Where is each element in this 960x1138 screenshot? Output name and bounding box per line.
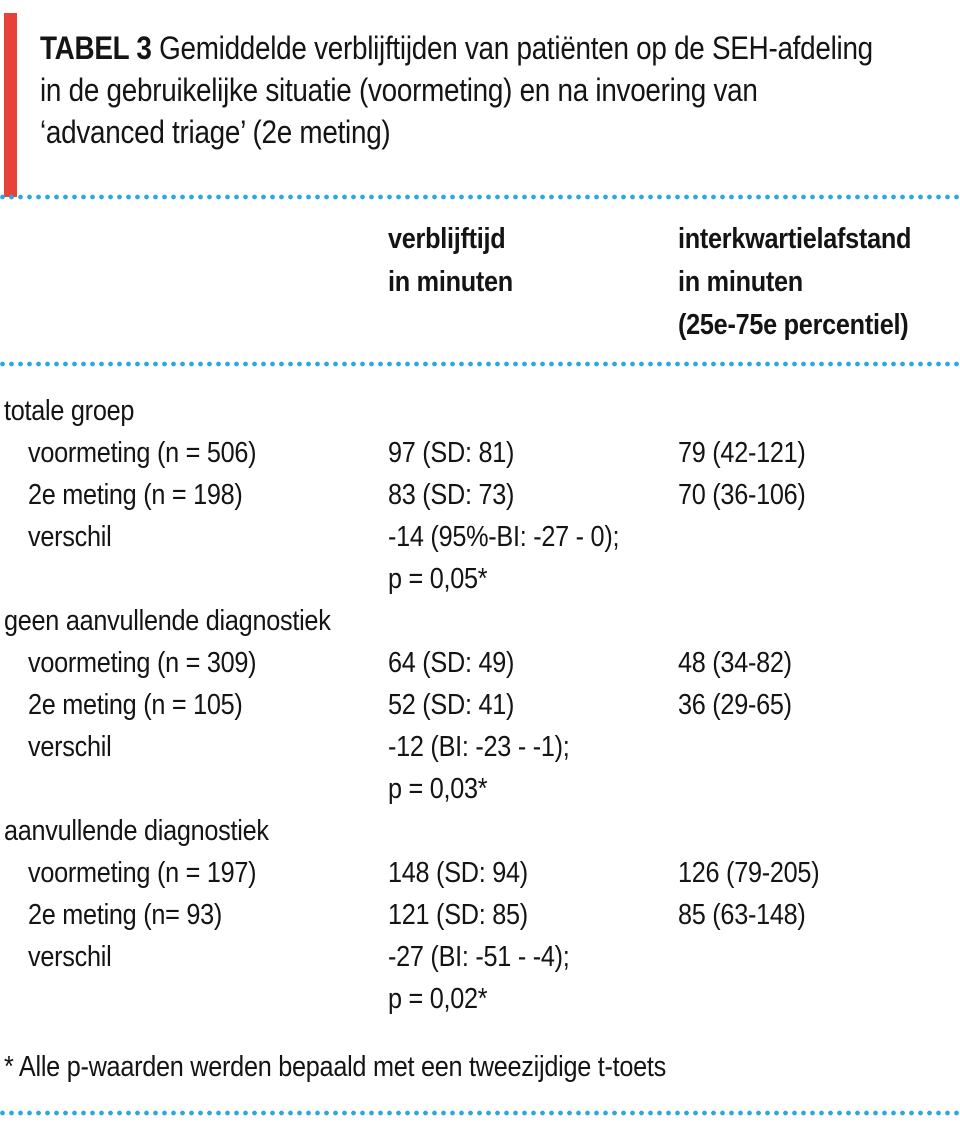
column-header-interkwartiel-line-1: interkwartielafstand	[678, 223, 912, 255]
column-header-interkwartiel-line-3: (25e-75e percentiel)	[678, 309, 909, 341]
table-row: voormeting (n = 309) 64 (SD: 49) 48 (34-82…	[0, 642, 960, 684]
group-header-row: totale groep	[0, 390, 960, 432]
table-row: verschil -12 (BI: -23 - -1);	[0, 726, 960, 768]
verblijftijd-value: p = 0,05*	[388, 563, 488, 595]
title-line-1: TABEL 3 Gemiddelde verblijftijden van pa…	[40, 27, 952, 69]
column-header-verblijftijd: verblijftijd in minuten	[388, 218, 532, 304]
column-header-interkwartiel: interkwartielafstand in minuten (25e-75e…	[678, 218, 946, 347]
interkwartiel-value: 85 (63-148)	[678, 899, 806, 931]
verblijftijd-value: 97 (SD: 81)	[388, 437, 515, 469]
title-text-1: Gemiddelde verblijftijden van patiënten …	[159, 30, 873, 66]
verblijftijd-value: 64 (SD: 49)	[388, 647, 515, 679]
row-label: 2e meting (n= 93)	[28, 899, 223, 931]
verblijftijd-value: 52 (SD: 41)	[388, 689, 515, 721]
row-label: verschil	[28, 521, 112, 553]
table-row: 2e meting (n = 105) 52 (SD: 41) 36 (29-65)	[0, 684, 960, 726]
title-line-2: in de gebruikelijke situatie (voormeting…	[40, 69, 952, 111]
verblijftijd-value: p = 0,02*	[388, 983, 488, 1015]
interkwartiel-value: 48 (34-82)	[678, 647, 792, 679]
table-row: voormeting (n = 197) 148 (SD: 94) 126 (79-…	[0, 852, 960, 894]
table-number-label: TABEL 3	[40, 30, 152, 66]
group-header-label: totale groep	[4, 395, 135, 427]
group-header-row: geen aanvullende diagnostiek	[0, 600, 960, 642]
table-row: p = 0,05*	[0, 558, 960, 600]
red-accent-bar	[4, 13, 17, 197]
table-row: voormeting (n = 506) 97 (SD: 81) 79 (42-12…	[0, 432, 960, 474]
verblijftijd-value: 121 (SD: 85)	[388, 899, 528, 931]
title-line-3: ‘advanced triage’ (2e meting)	[40, 111, 952, 153]
dotted-divider-top	[0, 194, 960, 200]
interkwartiel-value: 79 (42-121)	[678, 437, 806, 469]
row-label: verschil	[28, 941, 112, 973]
group-header-row: aanvullende diagnostiek	[0, 810, 960, 852]
column-header-verblijftijd-line-2: in minuten	[388, 266, 513, 298]
interkwartiel-value: 36 (29-65)	[678, 689, 792, 721]
column-header-interkwartiel-line-2: in minuten	[678, 266, 803, 298]
verblijftijd-value: -12 (BI: -23 - -1);	[388, 731, 570, 763]
title-text-2: in de gebruikelijke situatie (voormeting…	[40, 72, 758, 108]
row-label: voormeting (n = 506)	[28, 437, 257, 469]
footnote-text: * Alle p-waarden werden bepaald met een …	[4, 1051, 667, 1083]
row-label: 2e meting (n = 198)	[28, 479, 243, 511]
verblijftijd-value: 148 (SD: 94)	[388, 857, 528, 889]
dotted-divider-bottom	[0, 1110, 960, 1116]
verblijftijd-value: -14 (95%-BI: -27 - 0);	[388, 521, 620, 553]
table-row: p = 0,02*	[0, 978, 960, 1020]
table-title: TABEL 3 Gemiddelde verblijftijden van pa…	[40, 27, 952, 153]
column-header-verblijftijd-line-1: verblijftijd	[388, 223, 506, 255]
interkwartiel-value: 126 (79-205)	[678, 857, 820, 889]
verblijftijd-value: p = 0,03*	[388, 773, 488, 805]
verblijftijd-value: 83 (SD: 73)	[388, 479, 515, 511]
group-header-label: aanvullende diagnostiek	[4, 815, 269, 847]
footnote: * Alle p-waarden werden bepaald met een …	[4, 1046, 765, 1088]
table-row: verschil -27 (BI: -51 - -4);	[0, 936, 960, 978]
row-label: voormeting (n = 197)	[28, 857, 257, 889]
dotted-divider-header	[0, 361, 960, 367]
verblijftijd-value: -27 (BI: -51 - -4);	[388, 941, 570, 973]
interkwartiel-value: 70 (36-106)	[678, 479, 806, 511]
table-row: 2e meting (n = 198) 83 (SD: 73) 70 (36-106…	[0, 474, 960, 516]
title-text-3: ‘advanced triage’ (2e meting)	[40, 114, 391, 150]
table-row: 2e meting (n= 93) 121 (SD: 85) 85 (63-148)	[0, 894, 960, 936]
table-row: verschil -14 (95%-BI: -27 - 0);	[0, 516, 960, 558]
table-row: p = 0,03*	[0, 768, 960, 810]
row-label: 2e meting (n = 105)	[28, 689, 243, 721]
data-table: totale groep voormeting (n = 506) 97 (SD:…	[0, 390, 960, 1020]
row-label: voormeting (n = 309)	[28, 647, 257, 679]
group-header-label: geen aanvullende diagnostiek	[4, 605, 331, 637]
row-label: verschil	[28, 731, 112, 763]
